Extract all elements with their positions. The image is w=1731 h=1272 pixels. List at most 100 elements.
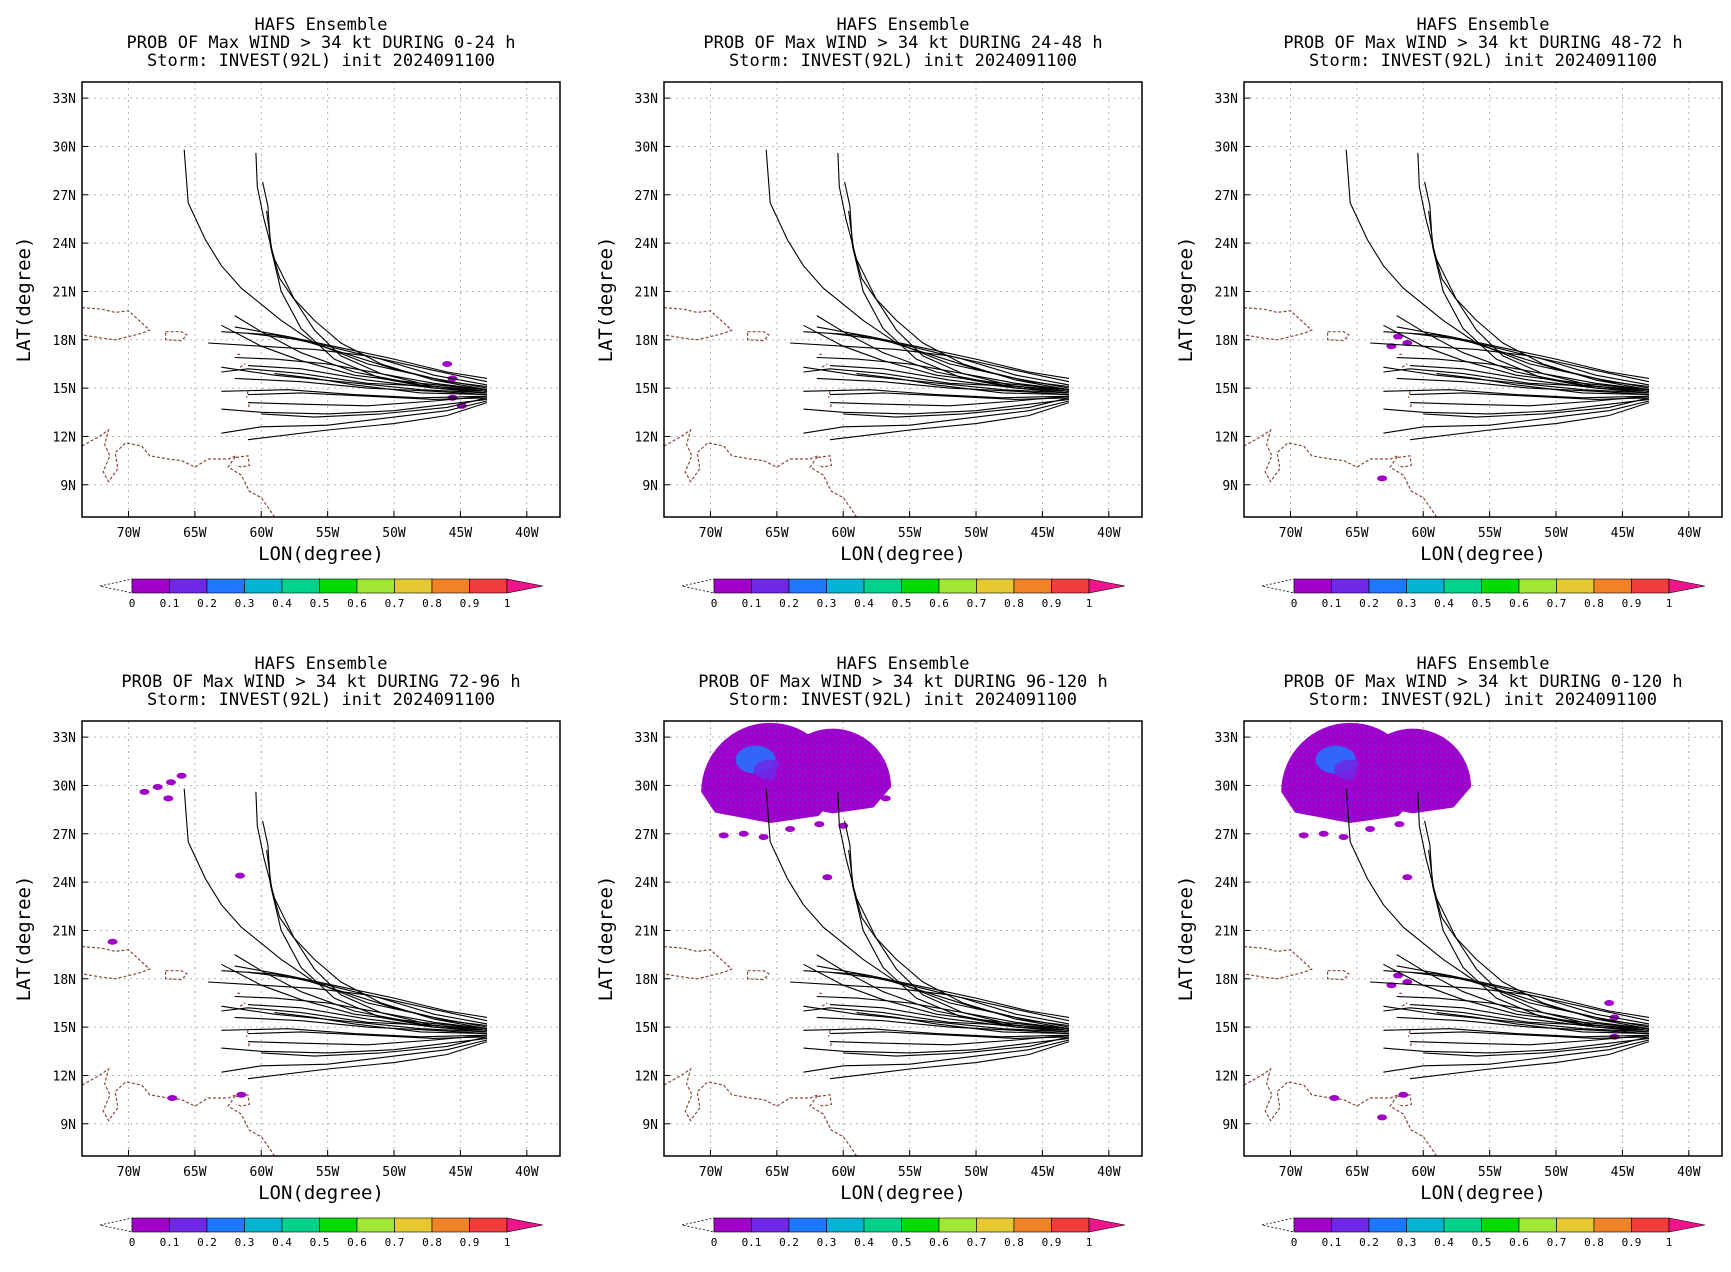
ensemble-track bbox=[1423, 397, 1650, 418]
lat-tick-label: 30N bbox=[1215, 140, 1238, 155]
ensemble-track bbox=[844, 820, 1070, 1033]
coastline bbox=[1327, 970, 1350, 981]
colorbar-label: 0.2 bbox=[1359, 1236, 1379, 1249]
coastline bbox=[235, 1094, 250, 1107]
ensemble-track bbox=[1396, 995, 1650, 1030]
ensemble-track bbox=[803, 963, 1070, 1030]
lat-tick-label: 9N bbox=[1222, 1118, 1238, 1133]
colorbar-label: 0.2 bbox=[779, 1236, 799, 1249]
lat-tick-label: 21N bbox=[53, 924, 76, 939]
lat-tick-label: 30N bbox=[53, 140, 76, 155]
colorbar-label: 0.5 bbox=[892, 1236, 912, 1249]
lat-tick-label: 15N bbox=[53, 1021, 76, 1036]
colorbar-label: 0.8 bbox=[422, 597, 442, 610]
ensemble-track bbox=[221, 398, 488, 415]
probability-patch bbox=[442, 360, 453, 367]
map-content bbox=[664, 149, 1070, 517]
probability-patch bbox=[152, 784, 163, 791]
lon-tick-label: 55W bbox=[1478, 526, 1502, 541]
colorbar-label: 0.6 bbox=[929, 597, 949, 610]
ensemble-track bbox=[1424, 181, 1650, 394]
colorbar-segment bbox=[244, 578, 283, 594]
colorbar-segment bbox=[1051, 578, 1090, 594]
colorbar-label: 0.2 bbox=[197, 597, 217, 610]
map-frame bbox=[81, 720, 561, 1157]
ensemble-track bbox=[816, 377, 1070, 396]
colorbar-segment bbox=[976, 1217, 1015, 1233]
ensemble-track bbox=[829, 1034, 1070, 1046]
ensemble-track bbox=[1383, 1005, 1650, 1033]
ensemble-track bbox=[803, 389, 1070, 399]
colorbar-segment bbox=[713, 578, 752, 594]
map-content bbox=[664, 722, 1070, 1156]
ensemble-track bbox=[816, 995, 1070, 1030]
lon-tick-label: 40W bbox=[515, 526, 539, 541]
panel-title-storm: Storm: INVEST(92L) init 2024091100 bbox=[147, 51, 495, 71]
lat-tick-label: 30N bbox=[1215, 779, 1238, 794]
ensemble-track bbox=[829, 402, 1070, 441]
probability-patch bbox=[1394, 821, 1405, 828]
ensemble-track bbox=[255, 791, 488, 1031]
ensemble-track bbox=[221, 1037, 488, 1054]
ensemble-track bbox=[1396, 356, 1650, 391]
lon-tick-label: 70W bbox=[699, 526, 723, 541]
ensemble-track bbox=[829, 1041, 1070, 1080]
ensemble-track bbox=[803, 1005, 1070, 1033]
lat-tick-label: 30N bbox=[53, 779, 76, 794]
colorbar-segment bbox=[169, 1217, 208, 1233]
ensemble-track bbox=[1383, 400, 1650, 434]
coastline bbox=[1408, 391, 1411, 398]
lon-tick-label: 60W bbox=[1412, 1165, 1436, 1180]
lat-tick-label: 18N bbox=[635, 334, 658, 349]
colorbar-over-arrow bbox=[506, 578, 544, 594]
colorbar-segment bbox=[1443, 578, 1482, 594]
ensemble-track bbox=[1409, 402, 1650, 441]
x-axis-label: LON(degree) bbox=[258, 1182, 384, 1204]
probability-patch bbox=[107, 938, 118, 945]
colorbar-label: 1 bbox=[504, 597, 511, 610]
colorbar-segment bbox=[826, 1217, 865, 1233]
lat-tick-label: 18N bbox=[1215, 334, 1238, 349]
lon-tick-label: 50W bbox=[1544, 526, 1568, 541]
lon-tick-label: 40W bbox=[515, 1165, 539, 1180]
colorbar-segment bbox=[938, 578, 977, 594]
colorbar-segment bbox=[431, 578, 470, 594]
coastline bbox=[664, 1067, 858, 1156]
colorbar-label: 0.5 bbox=[1472, 1236, 1492, 1249]
colorbar-segment bbox=[1406, 578, 1445, 594]
colorbar-label: 0.6 bbox=[1509, 597, 1529, 610]
ensemble-track bbox=[234, 326, 488, 379]
colorbar-label: 0.5 bbox=[892, 597, 912, 610]
probability-patch bbox=[1365, 825, 1376, 832]
colorbar-segment bbox=[281, 578, 320, 594]
colorbar: 0 0.1 0.2 0.3 0.4 0.5 0.6 0.7 0.8 0.9 1 bbox=[99, 1217, 544, 1249]
lat-tick-label: 15N bbox=[1215, 382, 1238, 397]
colorbar-label: 0 bbox=[1291, 597, 1298, 610]
colorbar-segment bbox=[394, 1217, 433, 1233]
coastline bbox=[1327, 331, 1350, 342]
lat-tick-label: 18N bbox=[1215, 973, 1238, 988]
colorbar-segment bbox=[1013, 578, 1052, 594]
y-axis-label: LAT(degree) bbox=[1175, 237, 1197, 363]
lon-tick-label: 55W bbox=[316, 526, 340, 541]
ensemble-track bbox=[274, 1012, 488, 1035]
colorbar-segment bbox=[281, 1217, 320, 1233]
coastline bbox=[1244, 1067, 1438, 1156]
coastline bbox=[828, 391, 831, 398]
lon-tick-label: 50W bbox=[382, 526, 406, 541]
colorbar-segment bbox=[826, 578, 865, 594]
colorbar-label: 0.6 bbox=[347, 1236, 367, 1249]
colorbar-label: 0.2 bbox=[779, 597, 799, 610]
panel-title-model: HAFS Ensemble bbox=[254, 15, 387, 35]
colorbar-segment bbox=[1518, 1217, 1557, 1233]
colorbar-segment bbox=[469, 578, 508, 594]
y-axis-label: LAT(degree) bbox=[595, 876, 617, 1002]
colorbar-segment bbox=[1631, 578, 1670, 594]
colorbar-label: 0.3 bbox=[817, 1236, 837, 1249]
lon-tick-label: 70W bbox=[117, 1165, 141, 1180]
coastline bbox=[747, 331, 770, 342]
lat-tick-label: 24N bbox=[1215, 237, 1238, 252]
coastline bbox=[247, 1043, 250, 1049]
ensemble-track bbox=[247, 1004, 488, 1031]
colorbar-label: 0.7 bbox=[967, 1236, 987, 1249]
